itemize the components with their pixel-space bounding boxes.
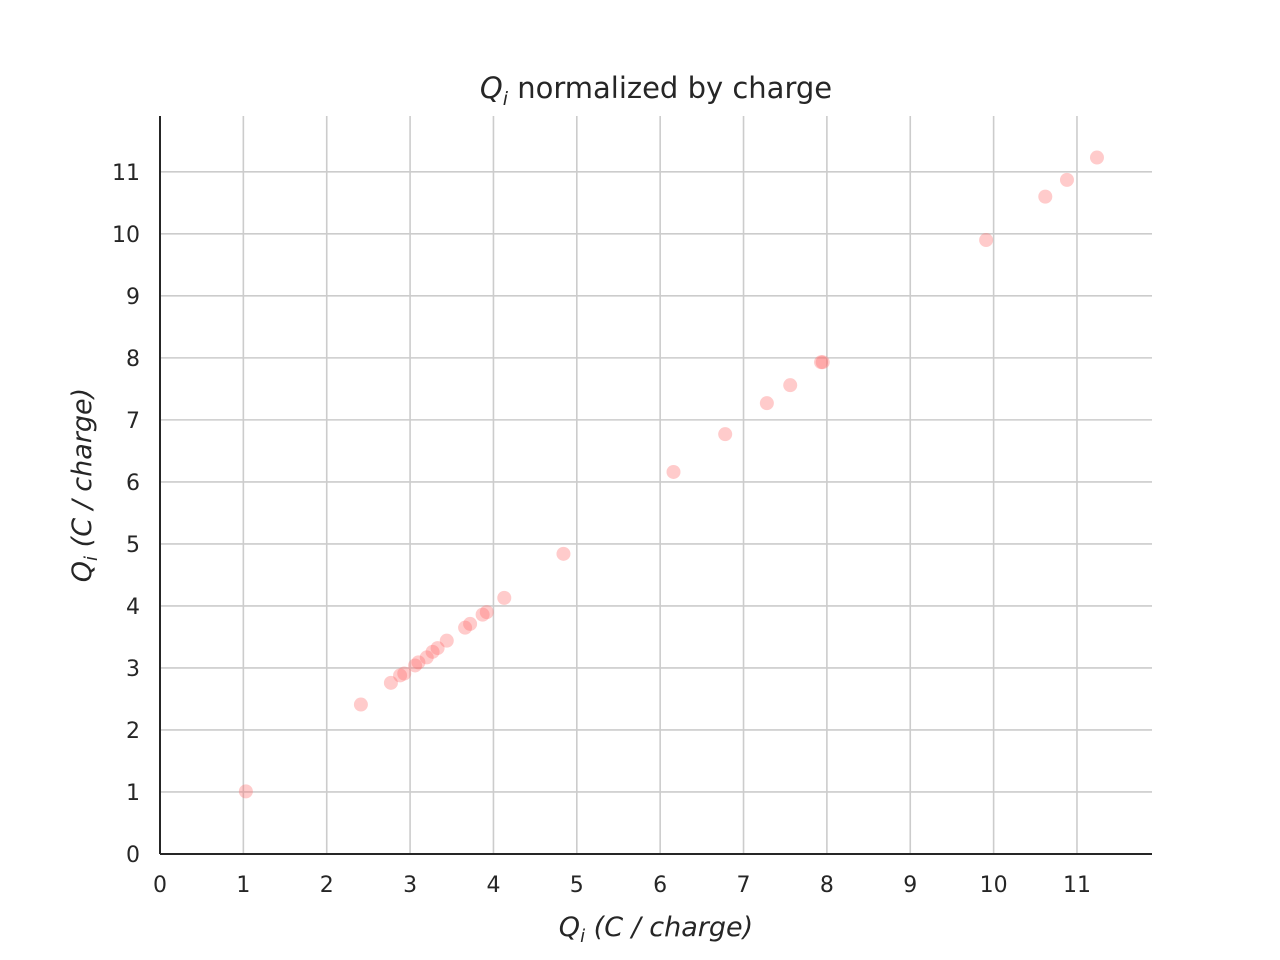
x-axis-ticks: 0 1 2 3 4 5 6 7 8 9 10 11 — [153, 873, 1091, 898]
x-tick-label: 3 — [403, 873, 417, 898]
data-point — [1089, 150, 1104, 165]
data-point — [1038, 189, 1053, 204]
x-tick-label: 1 — [236, 873, 250, 898]
y-tick-label: 11 — [112, 161, 140, 186]
y-axis-label: Qi (C / charge) — [67, 388, 102, 582]
y-tick-label: 6 — [126, 471, 140, 496]
chart-title: Qi normalized by charge — [480, 71, 832, 110]
data-point — [463, 616, 478, 631]
x-tick-label: 8 — [820, 873, 834, 898]
y-axis-ticks: 0 1 2 3 4 5 6 7 8 9 10 11 — [112, 161, 140, 868]
data-point — [979, 233, 994, 248]
y-tick-label: 9 — [126, 285, 140, 310]
data-point — [759, 396, 774, 411]
y-tick-label: 5 — [126, 533, 140, 558]
data-points — [238, 150, 1104, 799]
data-point — [556, 546, 571, 561]
y-tick-label: 1 — [126, 781, 140, 806]
data-point — [238, 784, 253, 799]
x-tick-label: 0 — [153, 873, 167, 898]
axes-spines — [159, 116, 1152, 855]
data-point — [397, 666, 412, 681]
x-tick-label: 4 — [486, 873, 500, 898]
data-point — [383, 675, 398, 690]
data-point — [411, 655, 426, 670]
data-point — [783, 378, 798, 393]
data-point — [718, 427, 733, 442]
data-point — [408, 658, 423, 673]
x-tick-label: 11 — [1063, 873, 1091, 898]
x-tick-label: 2 — [320, 873, 334, 898]
data-point — [353, 697, 368, 712]
x-tick-label: 10 — [980, 873, 1008, 898]
y-tick-label: 2 — [126, 719, 140, 744]
data-point — [458, 620, 473, 635]
grid — [160, 116, 1152, 854]
data-point — [393, 668, 408, 683]
data-point — [814, 355, 829, 370]
data-point — [497, 590, 512, 605]
data-point — [666, 464, 681, 479]
y-tick-label: 8 — [126, 347, 140, 372]
y-tick-label: 4 — [126, 595, 140, 620]
x-tick-label: 7 — [737, 873, 751, 898]
data-point — [439, 633, 454, 648]
x-tick-label: 6 — [653, 873, 667, 898]
data-point — [1059, 172, 1074, 187]
x-axis-label: Qi (C / charge) — [559, 912, 753, 947]
data-point — [430, 641, 445, 656]
y-tick-label: 3 — [126, 657, 140, 682]
x-tick-label: 5 — [570, 873, 584, 898]
data-point — [479, 605, 494, 620]
x-tick-label: 9 — [903, 873, 917, 898]
y-tick-label: 0 — [126, 843, 140, 868]
data-point — [419, 650, 434, 665]
y-tick-label: 7 — [126, 409, 140, 434]
data-point — [425, 644, 440, 659]
data-point — [475, 607, 490, 622]
data-point — [815, 355, 830, 370]
y-tick-label: 10 — [112, 223, 140, 248]
